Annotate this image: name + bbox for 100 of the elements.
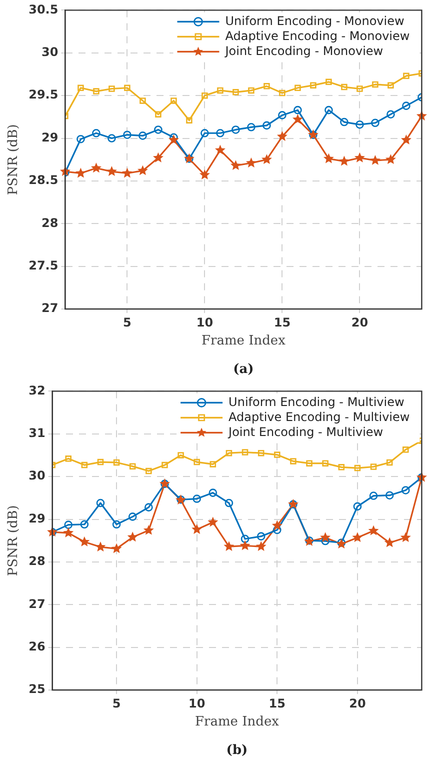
point: [226, 450, 232, 456]
y-tick-label: 29: [28, 511, 46, 526]
point: [232, 126, 240, 134]
point: [63, 527, 74, 538]
point: [306, 460, 312, 466]
point: [128, 512, 137, 521]
point: [292, 114, 303, 124]
point: [208, 516, 218, 527]
x-tick-label: 15: [274, 315, 291, 330]
point: [216, 128, 224, 138]
point: [192, 494, 201, 503]
point: [338, 464, 345, 470]
point: [138, 132, 147, 140]
point: [108, 86, 115, 92]
point: [400, 532, 411, 542]
y-tick-label: 27: [28, 596, 46, 611]
point: [113, 459, 120, 466]
point: [372, 81, 378, 88]
point: [162, 462, 168, 468]
point: [170, 133, 178, 142]
point: [384, 537, 395, 548]
point: [256, 541, 266, 552]
legend-label: Uniform Encoding - Multiview: [228, 394, 404, 409]
point: [111, 543, 122, 554]
point: [272, 520, 282, 530]
y-axis-title: PSNR (dB): [6, 505, 22, 576]
point: [129, 463, 136, 470]
point: [192, 524, 202, 534]
y-tick-label: 30.5: [28, 2, 58, 16]
point: [154, 126, 162, 134]
point: [294, 106, 302, 114]
point: [385, 154, 396, 164]
point: [371, 118, 380, 128]
y-tick-label: 27: [42, 301, 58, 316]
point: [261, 154, 272, 164]
point: [324, 106, 333, 114]
text: (a): [233, 362, 254, 377]
point: [127, 532, 138, 542]
point: [146, 468, 152, 474]
point: [200, 128, 209, 138]
point: [217, 87, 224, 94]
point: [341, 84, 348, 90]
point: [386, 459, 393, 466]
point: [354, 464, 361, 472]
point: [258, 450, 264, 456]
point: [80, 520, 89, 529]
x-tick-label: 10: [196, 315, 214, 330]
point: [76, 134, 85, 144]
point: [97, 458, 104, 466]
point: [322, 460, 328, 466]
point: [326, 78, 332, 86]
x-axis-title: Frame Index: [195, 714, 280, 730]
y-tick-label: 29.5: [28, 88, 58, 102]
point: [262, 121, 271, 130]
point: [199, 169, 210, 180]
point: [232, 89, 239, 96]
point: [385, 491, 394, 500]
y-axis-title: PSNR (dB): [6, 124, 22, 196]
point: [214, 144, 226, 155]
point: [338, 156, 350, 166]
point: [310, 82, 316, 88]
point: [124, 84, 130, 92]
point: [402, 102, 410, 110]
y-tick-label: 27.5: [28, 258, 58, 272]
y-tick-label: 25: [28, 682, 46, 696]
point: [144, 503, 153, 512]
x-tick-label: 20: [351, 315, 368, 330]
point: [278, 111, 286, 120]
point: [370, 154, 380, 165]
y-tick-label: 32: [28, 383, 46, 398]
point: [370, 464, 377, 470]
point: [78, 84, 84, 92]
x-tick-label: 20: [349, 696, 366, 710]
point: [356, 120, 364, 129]
point: [320, 532, 331, 542]
point: [247, 123, 256, 132]
point: [388, 82, 394, 88]
point: [90, 162, 102, 173]
point: [112, 520, 121, 529]
x-tick-label: 5: [112, 696, 121, 710]
point: [264, 83, 270, 90]
point: [208, 488, 218, 497]
point: [155, 111, 162, 118]
point: [230, 160, 241, 170]
y-tick-label: 28: [42, 216, 58, 230]
point: [290, 458, 296, 464]
point: [202, 92, 208, 99]
point: [210, 461, 216, 468]
point: [248, 87, 254, 94]
point: [178, 452, 184, 458]
x-tick-label: 10: [188, 696, 206, 710]
point: [140, 98, 146, 104]
legend-label: Joint Encoding - Multiview: [228, 424, 384, 439]
point: [246, 158, 256, 168]
y-tick-label: 31: [28, 426, 46, 440]
point: [386, 110, 395, 119]
legend-label: Adaptive Encoding - Multiview: [228, 410, 410, 424]
point: [340, 118, 348, 126]
point: [65, 456, 72, 462]
y-tick-label: 29: [42, 130, 58, 144]
